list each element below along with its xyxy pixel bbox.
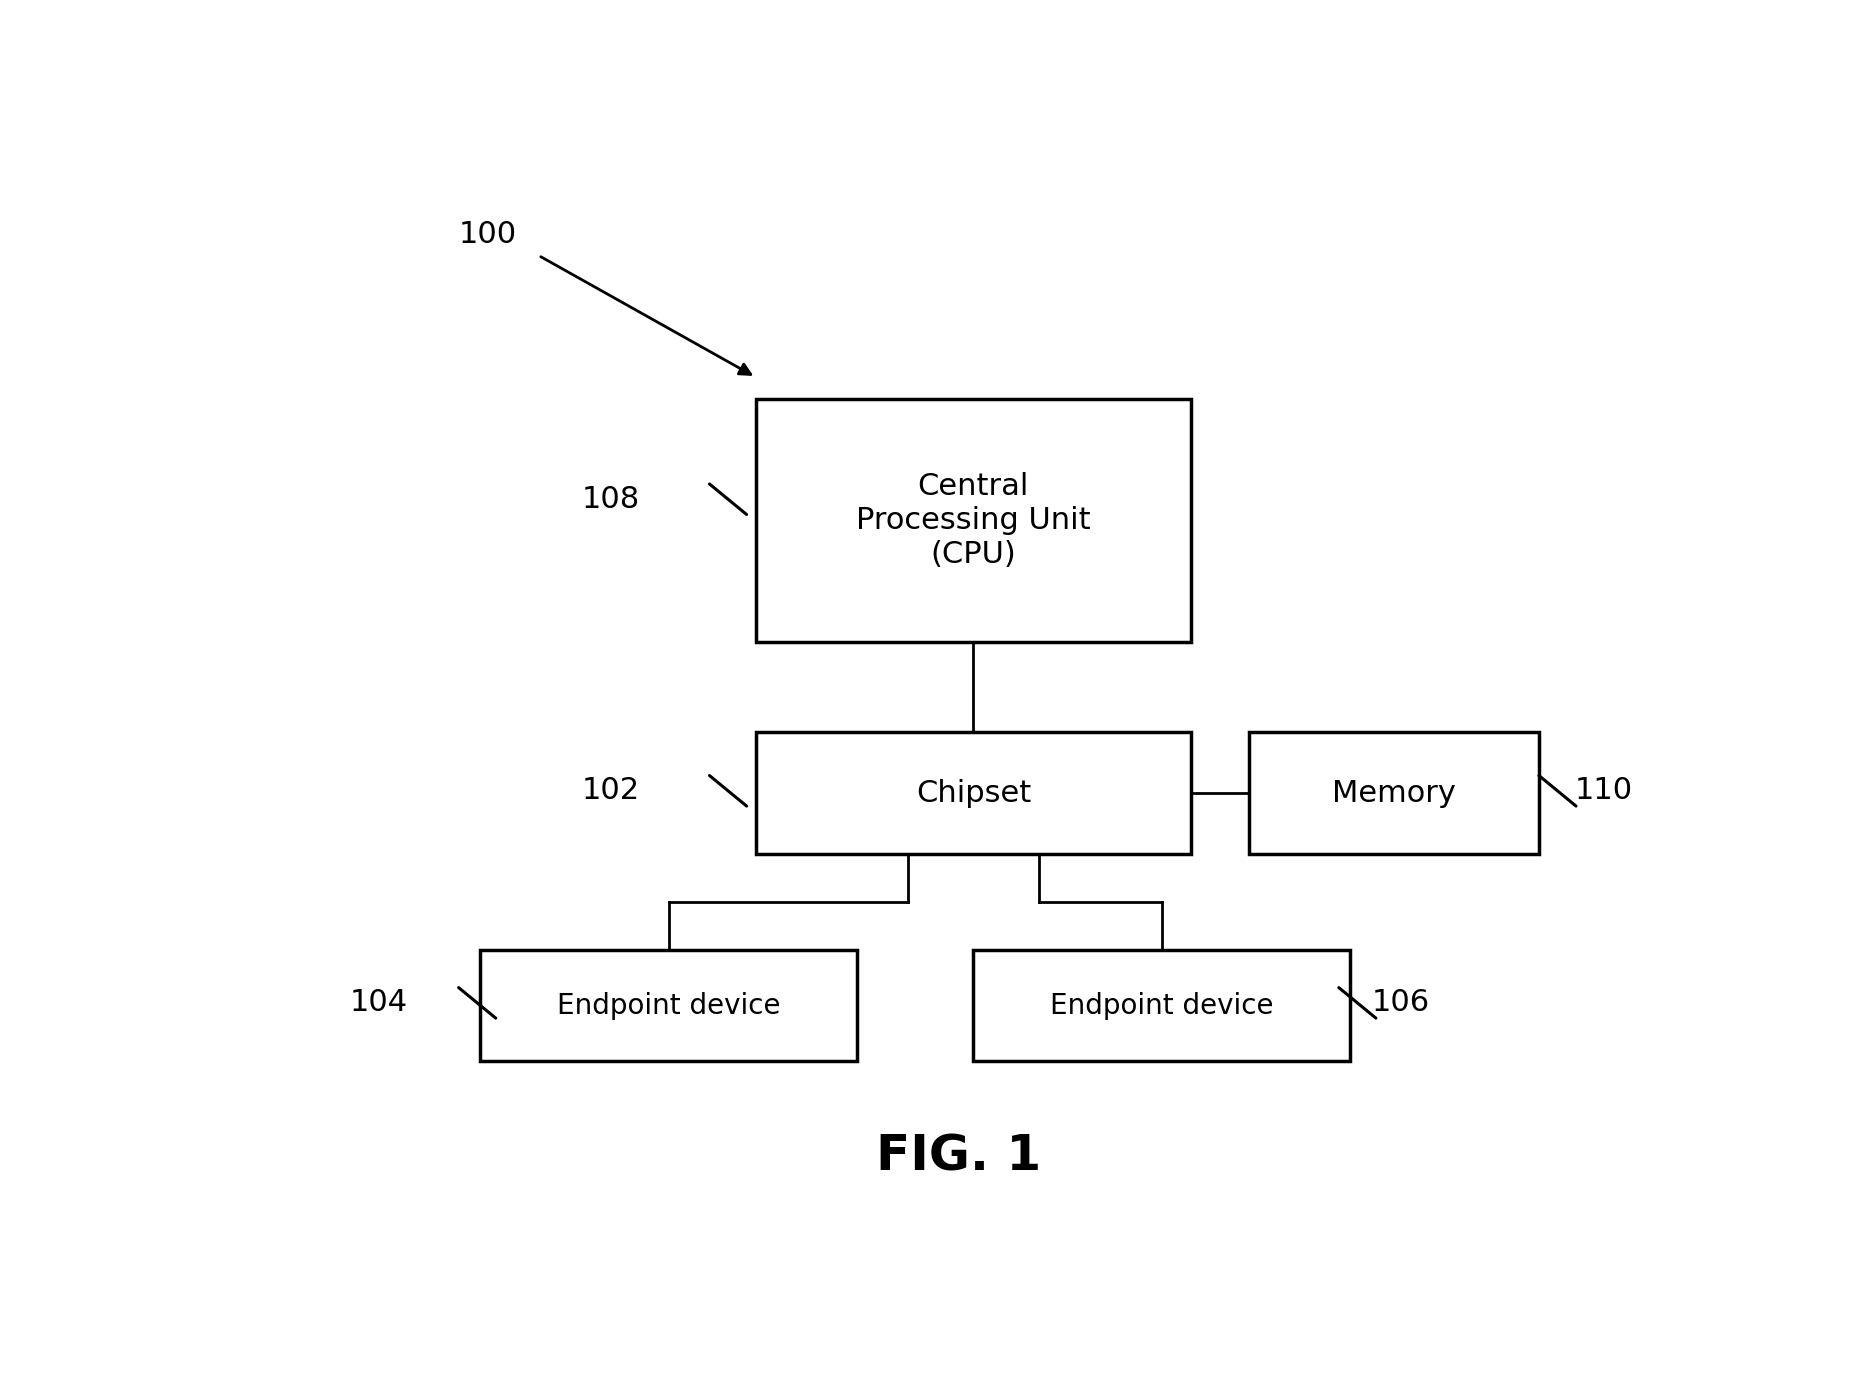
- Text: Memory: Memory: [1332, 779, 1456, 808]
- Text: Endpoint device: Endpoint device: [1050, 991, 1274, 1019]
- Bar: [973, 950, 1351, 1062]
- Text: FIG. 1: FIG. 1: [876, 1133, 1042, 1180]
- Text: Chipset: Chipset: [915, 779, 1031, 808]
- Bar: [756, 733, 1190, 854]
- Text: Central
Processing Unit
(CPU): Central Processing Unit (CPU): [857, 472, 1091, 569]
- Text: 106: 106: [1371, 989, 1429, 1018]
- Text: 100: 100: [458, 220, 516, 249]
- Text: 110: 110: [1575, 777, 1633, 806]
- Bar: [756, 398, 1190, 642]
- Bar: [1248, 733, 1538, 854]
- Text: 108: 108: [582, 485, 640, 514]
- Text: 102: 102: [582, 777, 640, 806]
- Text: Endpoint device: Endpoint device: [558, 991, 780, 1019]
- Text: 104: 104: [350, 989, 408, 1018]
- Bar: [481, 950, 857, 1062]
